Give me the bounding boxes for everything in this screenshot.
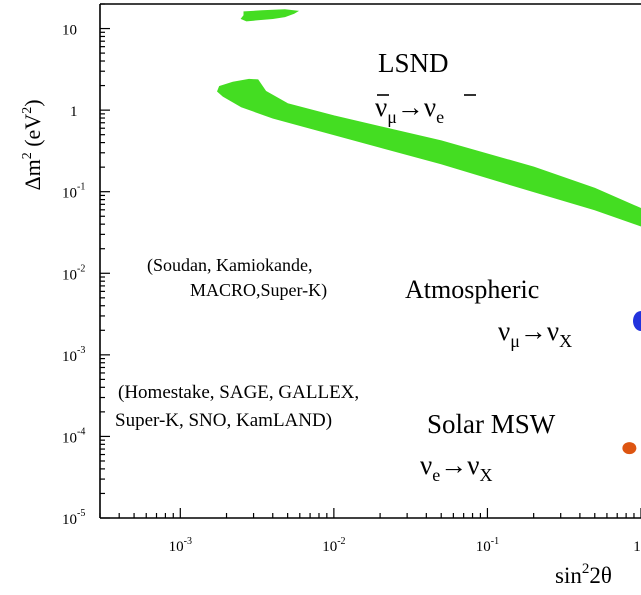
y-tick-label: 10-3 xyxy=(62,345,85,365)
lsnd-to: ν xyxy=(424,92,436,122)
lsnd-process: νμ→νe xyxy=(375,92,476,127)
y-tick-label: 1 xyxy=(70,104,78,120)
lsnd-to-sub: e xyxy=(436,107,444,127)
y-tick-label: 10-4 xyxy=(62,426,85,446)
x-tick-label: 10-1 xyxy=(476,536,499,555)
solar-process: νe→νX xyxy=(420,450,492,485)
atmospheric-process: νμ→νX xyxy=(498,316,572,351)
x-tick-label: 1 xyxy=(633,539,641,555)
y-tick-label: 10-1 xyxy=(62,182,85,202)
lsnd-upper-region xyxy=(240,9,300,22)
x-tick-label: 10-2 xyxy=(322,536,345,555)
solar-experiments-line2: Super-K, SNO, KamLAND) xyxy=(115,410,332,431)
solar-point xyxy=(622,442,637,455)
lsnd-arrow: → xyxy=(397,92,424,122)
y-tick-label: 10-2 xyxy=(62,263,85,283)
lsnd-title: LSND xyxy=(378,48,449,78)
svg-text:νμ→νe: νμ→νe xyxy=(375,92,444,127)
solar-experiments-line1: (Homestake, SAGE, GALLEX, xyxy=(118,382,359,403)
solar-title: Solar MSW xyxy=(427,409,556,439)
atmospheric-experiments-line2: MACRO,Super-K) xyxy=(190,280,327,301)
atmospheric-point xyxy=(633,311,641,331)
y-tick-label: 10-5 xyxy=(62,508,85,528)
y-tick-label: 10 xyxy=(62,23,77,39)
atmospheric-experiments-line1: (Soudan, Kamiokande, xyxy=(147,255,312,276)
x-tick-label: 10-3 xyxy=(169,536,192,555)
lsnd-main-region xyxy=(217,78,641,227)
y-axis-label: Δm2 (eV2) xyxy=(20,99,45,190)
lsnd-from-sub: μ xyxy=(387,107,397,127)
lsnd-from: ν xyxy=(375,92,387,122)
x-axis-label: sin22θ xyxy=(555,561,612,588)
atmospheric-title: Atmospheric xyxy=(405,275,539,304)
